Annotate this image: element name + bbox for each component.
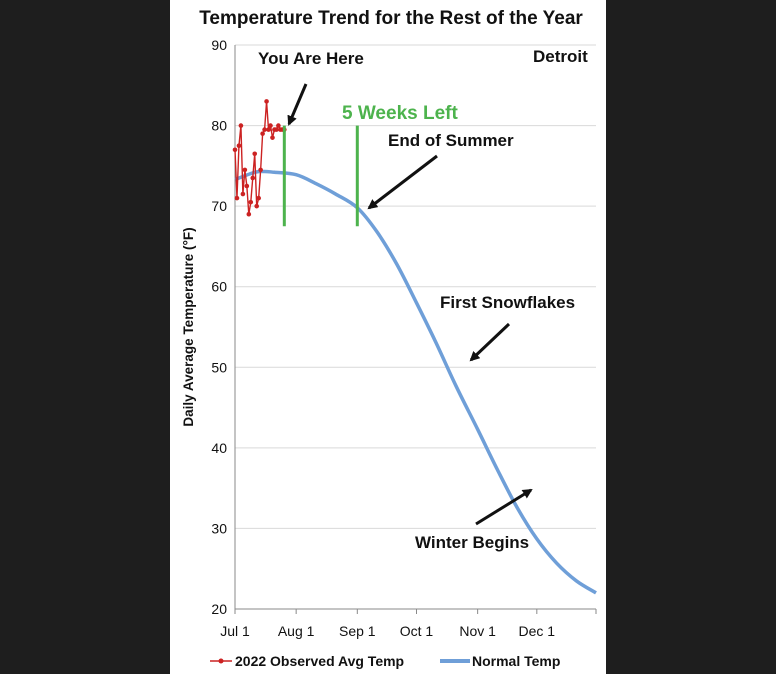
- x-tick-label-dec-1: Dec 1: [519, 623, 556, 639]
- data-point-observed: [266, 127, 271, 132]
- data-point-observed: [268, 123, 273, 128]
- x-tick-label-nov-1: Nov 1: [459, 623, 496, 639]
- y-tick-label-70: 70: [211, 198, 227, 214]
- y-tick-label-50: 50: [211, 359, 227, 375]
- chart-panel: [170, 0, 606, 674]
- y-axis-label: Daily Average Temperature (°F): [181, 227, 196, 426]
- arrow-you-are-here: [287, 83, 308, 126]
- data-point-observed: [256, 195, 261, 201]
- data-point-observed: [236, 143, 242, 149]
- x-tick-label-jul-1: Jul 1: [220, 623, 250, 639]
- annotation-detroit: Detroit: [533, 47, 588, 66]
- series-line-normal-temp: [234, 169, 597, 595]
- data-point-observed: [240, 191, 246, 197]
- y-tick-label-60: 60: [211, 279, 227, 295]
- data-point-observed: [274, 127, 279, 132]
- legend-label-normal: Normal Temp: [472, 653, 560, 669]
- data-point-observed: [234, 195, 240, 201]
- data-point-observed: [248, 199, 254, 205]
- chart-title: Temperature Trend for the Rest of the Ye…: [199, 8, 583, 29]
- annotation-weeks-left: 5 Weeks Left: [342, 103, 458, 124]
- data-point-observed: [232, 147, 238, 153]
- arrow-first-snowflakes: [469, 322, 511, 362]
- legend-marker-observed: [218, 658, 224, 664]
- data-point-observed: [276, 123, 281, 128]
- y-tick-label-80: 80: [211, 118, 227, 134]
- legend-label-observed: 2022 Observed Avg Temp: [235, 653, 404, 669]
- y-tick-label-30: 30: [211, 520, 227, 536]
- x-tick-label-aug-1: Aug 1: [278, 623, 315, 639]
- x-tick-label-oct-1: Oct 1: [400, 623, 434, 639]
- annotation-you-are-here: You Are Here: [258, 49, 364, 68]
- data-point-observed: [254, 203, 259, 209]
- y-tick-label-40: 40: [211, 440, 227, 456]
- data-point-observed: [262, 127, 267, 132]
- data-point-observed: [264, 99, 269, 104]
- data-point-observed: [250, 175, 256, 181]
- data-point-observed: [244, 183, 250, 189]
- arrow-winter-begins: [475, 488, 533, 526]
- data-point-observed: [260, 131, 265, 136]
- y-tick-label-20: 20: [211, 601, 227, 617]
- arrow-end-of-summer: [367, 154, 438, 210]
- data-point-observed: [246, 211, 252, 217]
- data-point-observed: [270, 135, 275, 140]
- data-point-observed: [238, 123, 244, 128]
- y-tick-label-90: 90: [211, 37, 227, 53]
- x-tick-label-sep-1: Sep 1: [339, 623, 376, 639]
- annotation-winter-begins: Winter Begins: [415, 533, 529, 552]
- annotation-first-snowflakes: First Snowflakes: [440, 293, 575, 312]
- annotation-end-of-summer: End of Summer: [388, 131, 514, 150]
- data-point-observed: [242, 167, 248, 173]
- data-point-observed: [258, 167, 263, 173]
- legend: 2022 Observed Avg Temp Normal Temp: [210, 653, 560, 669]
- data-point-observed: [252, 151, 258, 157]
